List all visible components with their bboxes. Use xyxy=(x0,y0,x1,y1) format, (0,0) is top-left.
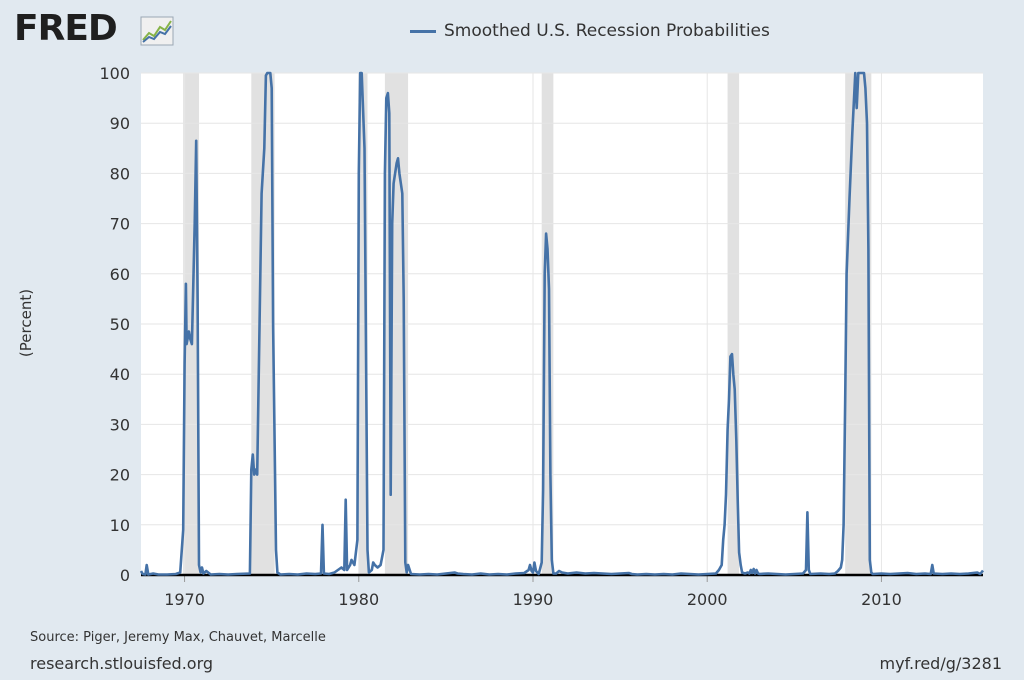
site-link[interactable]: research.stlouisfed.org xyxy=(30,654,214,673)
x-tick-label: 1990 xyxy=(513,590,554,609)
y-tick-label: 20 xyxy=(110,466,130,485)
legend-label: Smoothed U.S. Recession Probabilities xyxy=(444,21,770,41)
y-tick-label: 80 xyxy=(110,164,130,183)
legend-swatch xyxy=(410,29,436,33)
x-tick-label: 2010 xyxy=(861,590,902,609)
chart-canvas: 0 10 20 30 40 50 60 70 80 90 100 1970 1980 1990 2000 20… xyxy=(99,64,985,609)
source-note: Source: Piger, Jeremy Max, Chauvet, Marc… xyxy=(30,630,326,645)
y-tick-label: 60 xyxy=(110,265,130,284)
x-tick-label: 1980 xyxy=(338,590,379,609)
y-tick-label: 70 xyxy=(110,215,130,234)
fred-logo[interactable]: FRED xyxy=(14,8,118,49)
y-tick-label: 40 xyxy=(110,365,130,384)
series-line xyxy=(139,71,985,576)
short-url-link[interactable]: myf.red/g/3281 xyxy=(879,654,1003,673)
x-tick-label: 1970 xyxy=(164,590,205,609)
y-tick-label: 90 xyxy=(110,114,130,133)
y-tick-label: 0 xyxy=(120,566,130,585)
y-tick-label: 30 xyxy=(110,415,130,434)
x-tick-label: 2000 xyxy=(687,590,728,609)
y-tick-label: 100 xyxy=(99,64,130,83)
y-tick-label: 10 xyxy=(110,516,130,535)
chart-legend: Smoothed U.S. Recession Probabilities xyxy=(410,21,770,41)
trend-chart-icon xyxy=(140,16,174,46)
y-tick-label: 50 xyxy=(110,315,130,334)
